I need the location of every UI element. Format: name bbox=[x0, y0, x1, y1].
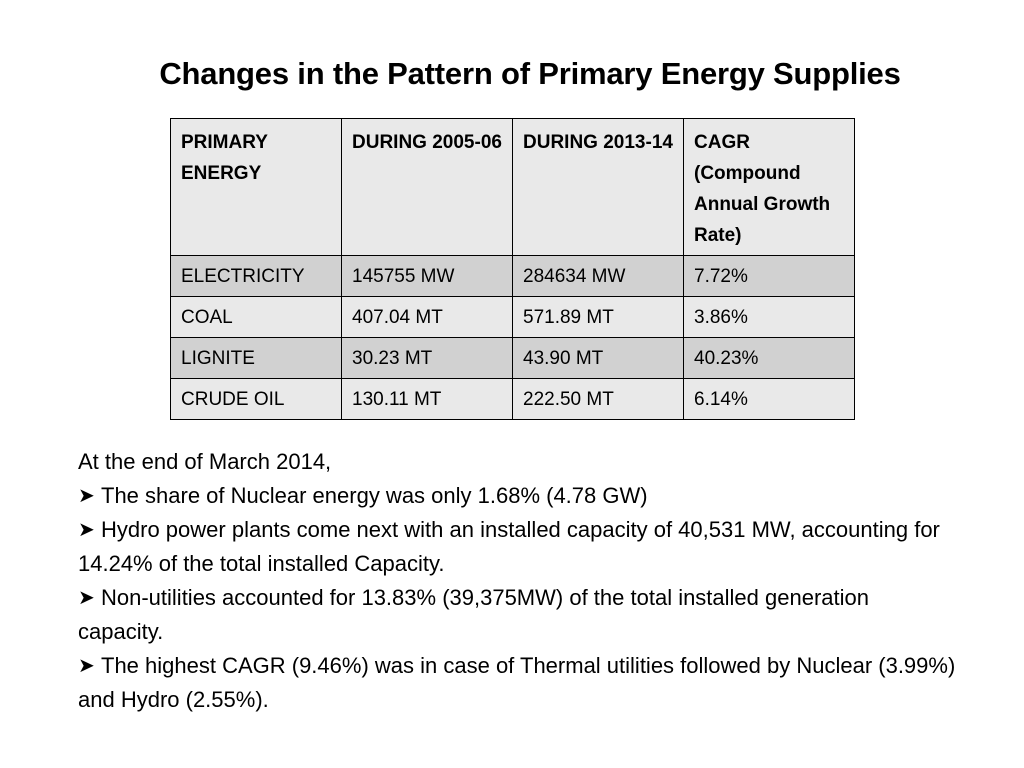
table-cell: LIGNITE bbox=[170, 337, 342, 379]
list-item: ➤ The share of Nuclear energy was only 1.… bbox=[78, 479, 958, 513]
table-cell: ELECTRICITY bbox=[170, 255, 342, 297]
table-cell: 130.11 MT bbox=[341, 378, 513, 420]
table-cell: 40.23% bbox=[683, 337, 855, 379]
slide-title: Changes in the Pattern of Primary Energy… bbox=[159, 56, 901, 91]
energy-supply-table: PRIMARY ENERGY DURING 2005-06 DURING 201… bbox=[170, 118, 855, 420]
bullet-text: Hydro power plants come next with an ins… bbox=[78, 517, 940, 576]
energy-table-container: PRIMARY ENERGY DURING 2005-06 DURING 201… bbox=[170, 118, 855, 420]
table-cell: 7.72% bbox=[683, 255, 855, 297]
header-during-2013-14: DURING 2013-14 bbox=[512, 118, 684, 256]
table-cell: 407.04 MT bbox=[341, 296, 513, 338]
list-item: ➤ Hydro power plants come next with an in… bbox=[78, 513, 958, 581]
table-row: LIGNITE 30.23 MT 43.90 MT 40.23% bbox=[170, 337, 855, 379]
notes-intro: At the end of March 2014, bbox=[78, 449, 332, 474]
header-during-2005-06: DURING 2005-06 bbox=[341, 118, 513, 256]
table-cell: 43.90 MT bbox=[512, 337, 684, 379]
table-cell: COAL bbox=[170, 296, 342, 338]
arrowhead-bullet-icon: ➤ bbox=[78, 519, 95, 541]
list-item: ➤ Non-utilities accounted for 13.83% (39,… bbox=[78, 581, 958, 649]
notes-section: At the end of March 2014, ➤ The share of … bbox=[78, 445, 958, 717]
table-cell: 284634 MW bbox=[512, 255, 684, 297]
table-cell: 145755 MW bbox=[341, 255, 513, 297]
header-cagr: CAGR (Compound Annual Growth Rate) bbox=[683, 118, 855, 256]
arrowhead-bullet-icon: ➤ bbox=[78, 655, 95, 677]
table-cell: CRUDE OIL bbox=[170, 378, 342, 420]
arrowhead-bullet-icon: ➤ bbox=[78, 587, 95, 609]
table-row: ELECTRICITY 145755 MW 284634 MW 7.72% bbox=[170, 255, 855, 297]
table-cell: 571.89 MT bbox=[512, 296, 684, 338]
header-primary-energy: PRIMARY ENERGY bbox=[170, 118, 342, 256]
bullet-text: The share of Nuclear energy was only 1.6… bbox=[101, 483, 648, 508]
bullet-text: The highest CAGR (9.46%) was in case of … bbox=[78, 653, 956, 712]
bullet-text: Non-utilities accounted for 13.83% (39,3… bbox=[78, 585, 869, 644]
table-row: COAL 407.04 MT 571.89 MT 3.86% bbox=[170, 296, 855, 338]
table-cell: 222.50 MT bbox=[512, 378, 684, 420]
table-header-row: PRIMARY ENERGY DURING 2005-06 DURING 201… bbox=[170, 118, 855, 256]
table-cell: 30.23 MT bbox=[341, 337, 513, 379]
table-cell: 3.86% bbox=[683, 296, 855, 338]
list-item: ➤ The highest CAGR (9.46%) was in case of… bbox=[78, 649, 958, 717]
table-row: CRUDE OIL 130.11 MT 222.50 MT 6.14% bbox=[170, 378, 855, 420]
arrowhead-bullet-icon: ➤ bbox=[78, 485, 95, 507]
table-cell: 6.14% bbox=[683, 378, 855, 420]
